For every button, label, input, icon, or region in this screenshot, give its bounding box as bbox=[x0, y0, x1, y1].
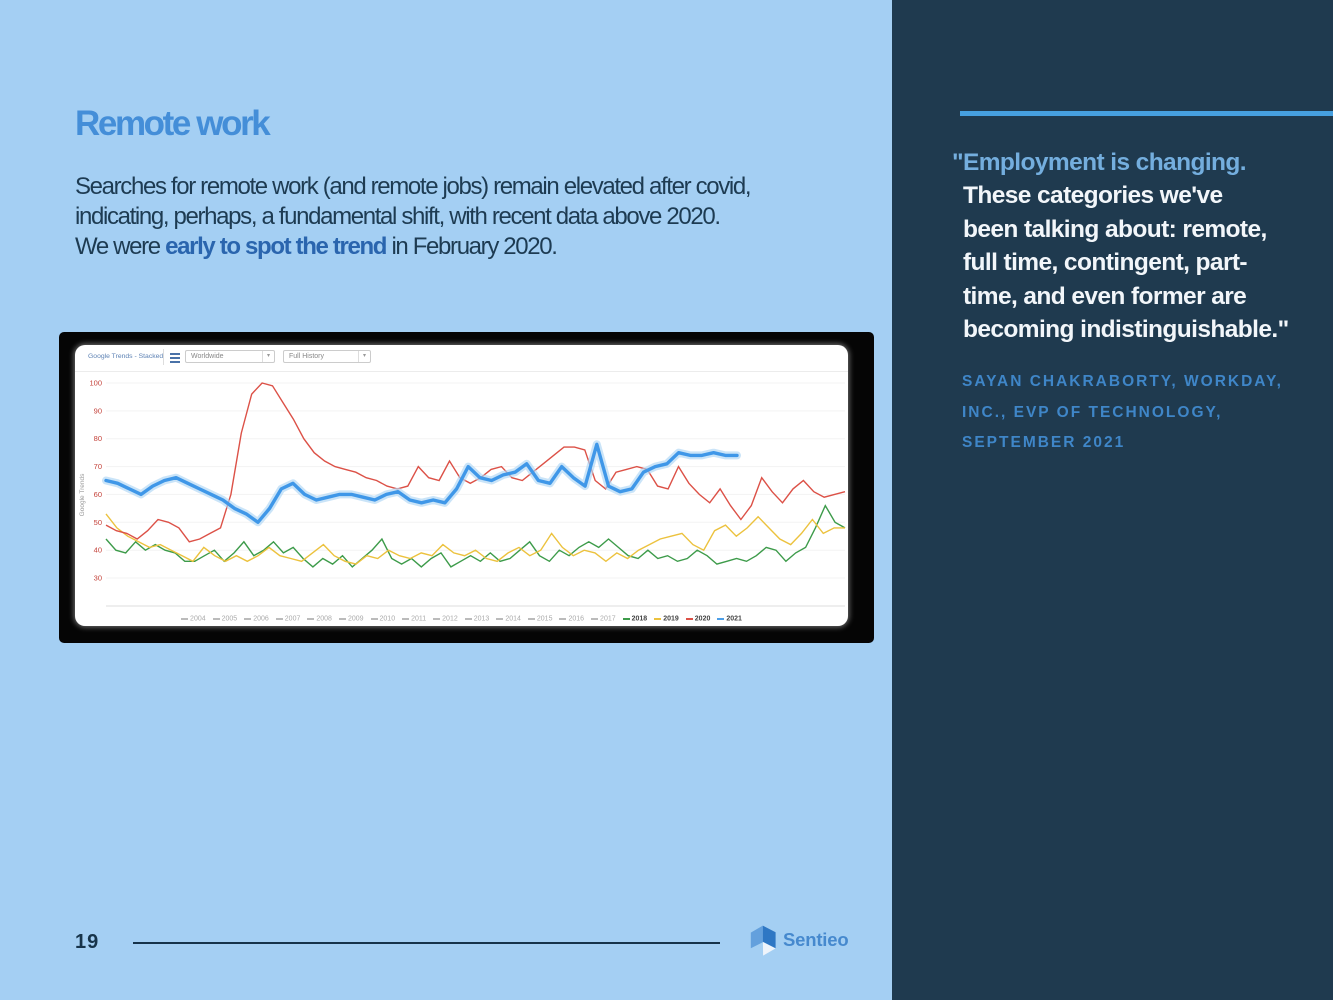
svg-text:40: 40 bbox=[94, 546, 102, 555]
svg-text:100: 100 bbox=[89, 379, 102, 388]
svg-text:Google Trends: Google Trends bbox=[79, 473, 86, 516]
svg-text:90: 90 bbox=[94, 406, 102, 415]
svg-text:50: 50 bbox=[94, 518, 102, 527]
svg-text:30: 30 bbox=[94, 574, 102, 583]
svg-text:70: 70 bbox=[94, 462, 102, 471]
svg-text:60: 60 bbox=[94, 490, 102, 499]
svg-text:80: 80 bbox=[94, 434, 102, 443]
